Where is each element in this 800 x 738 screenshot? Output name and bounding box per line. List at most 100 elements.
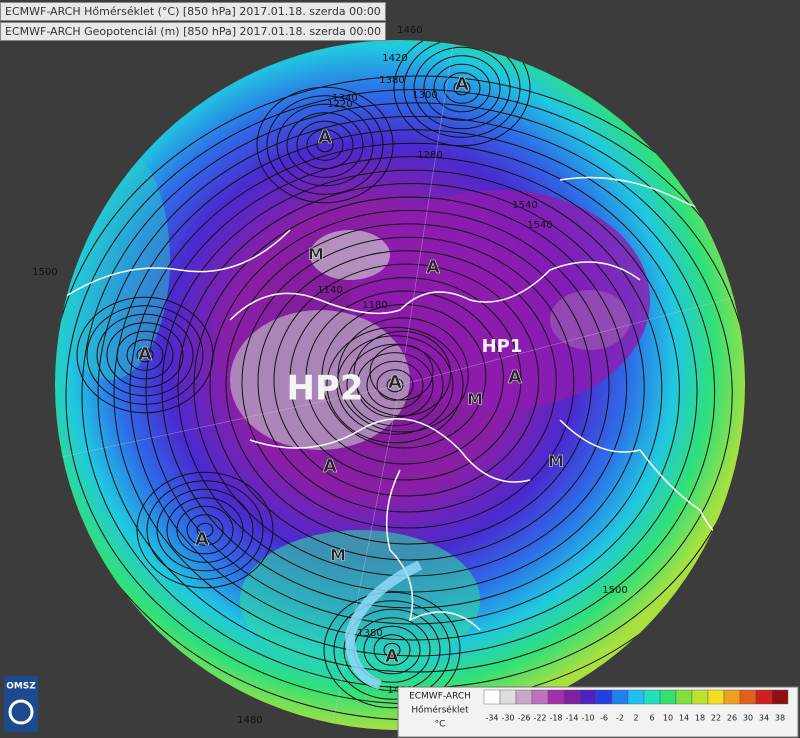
cold-core (310, 230, 390, 280)
pressure-label: M (308, 245, 324, 264)
contour (376, 369, 414, 401)
colorbar-swatch (755, 689, 773, 705)
contour (343, 608, 441, 692)
pressure-labels: A A M A HP1 A A HP2 A M M A A M A (138, 74, 565, 668)
colorbar-swatch (675, 689, 693, 705)
pressure-label: M (548, 452, 564, 471)
contour (273, 263, 540, 497)
colorbar-tick-label: -10 (581, 714, 594, 723)
meridian (55, 384, 401, 471)
colorbar-tick-label: -34 (485, 714, 498, 723)
colorbar-tick-label: -6 (600, 714, 608, 723)
contour (383, 642, 401, 658)
legend-unit: °C (435, 720, 446, 730)
pressure-label: M (330, 546, 346, 565)
contour (276, 103, 374, 187)
flow-arrow (344, 560, 423, 690)
colorbar-swatch (579, 689, 597, 705)
colorbar-swatch (499, 689, 517, 705)
contour (186, 514, 224, 546)
colorbar-tick-label: 34 (759, 714, 769, 723)
meridian (399, 279, 745, 386)
pressure-label: A (455, 74, 469, 95)
contour (316, 137, 334, 153)
colorbar-tick-label: 18 (695, 714, 705, 723)
contour (145, 156, 680, 625)
contour (443, 72, 481, 104)
colorbar-swatch (691, 689, 709, 705)
logo-text: OMSZ (6, 682, 36, 692)
warm-tongue (240, 530, 480, 670)
colorbar-tick-label: -18 (549, 714, 562, 723)
contour (196, 522, 214, 538)
contour-label: 1140 (317, 285, 342, 296)
colorbar-swatch (595, 689, 613, 705)
contour (393, 40, 531, 147)
pressure-label: A (138, 344, 152, 365)
meridian (329, 384, 401, 730)
colorbar-swatch (659, 689, 677, 705)
contour-label: 1420 (382, 53, 407, 64)
pressure-label: M (467, 390, 483, 409)
contour (106, 322, 184, 388)
contour-label: 1500 (602, 585, 627, 596)
pressure-label: HP2 (286, 369, 363, 409)
contour (136, 471, 274, 589)
colorbar-swatch (483, 689, 501, 705)
contour-label: 1500 (32, 267, 57, 278)
pressure-label: A (323, 456, 337, 477)
colorbar-tick-label: -22 (533, 714, 546, 723)
colorbar-tick-label: 14 (679, 714, 689, 723)
colorbar-swatch (771, 689, 789, 705)
contour (423, 55, 501, 121)
colorbar-tick-label: -26 (517, 714, 530, 723)
contour (257, 250, 557, 513)
contour (126, 339, 164, 371)
contour (323, 591, 461, 709)
colorbar-tick-label: 22 (711, 714, 721, 723)
coastline (59, 229, 291, 301)
colorbar-tick-label: 26 (727, 714, 737, 723)
contour (116, 330, 174, 380)
colorbar-swatch (611, 689, 629, 705)
colorbar-swatch (547, 689, 565, 705)
contour-label: 1300 (412, 90, 437, 101)
cold-core (230, 310, 410, 450)
contour-label: 1380 (379, 75, 404, 86)
contour (346, 343, 444, 427)
logo: OMSZ (4, 676, 38, 732)
pressure-label: A (385, 646, 399, 667)
contour (413, 46, 511, 130)
colorbar-swatch (531, 689, 549, 705)
contour (386, 377, 404, 393)
contour-label: 1480 (237, 715, 262, 726)
coastline (229, 261, 641, 321)
meridian (399, 40, 461, 386)
pressure-label: A (388, 372, 402, 393)
contour (176, 505, 234, 555)
legend-variable: Hőmérséklet (411, 705, 469, 716)
contour (156, 488, 254, 572)
pressure-label: A (195, 529, 209, 550)
colorbar-swatch (515, 689, 533, 705)
colorbar-legend: ECMWF-ARCH Hőmérséklet °C -34 -30 -26 -22 -1… (397, 686, 799, 738)
contour (97, 115, 733, 673)
contour (129, 142, 698, 641)
contour (296, 120, 354, 170)
colorbar-tick-label: 2 (633, 714, 638, 723)
coastline (249, 418, 531, 483)
pressure-label: HP1 (482, 336, 523, 357)
legend-model: ECMWF-ARCH (409, 692, 471, 702)
contour-label: 1540 (512, 200, 537, 211)
contour (286, 112, 364, 178)
colorbar-tick-label: -14 (565, 714, 578, 723)
cold-core (550, 290, 630, 350)
contour-label: 1280 (417, 150, 442, 161)
colorbar-swatch (563, 689, 581, 705)
colorbar-tick-label: -30 (501, 714, 514, 723)
pressure-label: A (426, 257, 440, 278)
contour (453, 80, 471, 96)
